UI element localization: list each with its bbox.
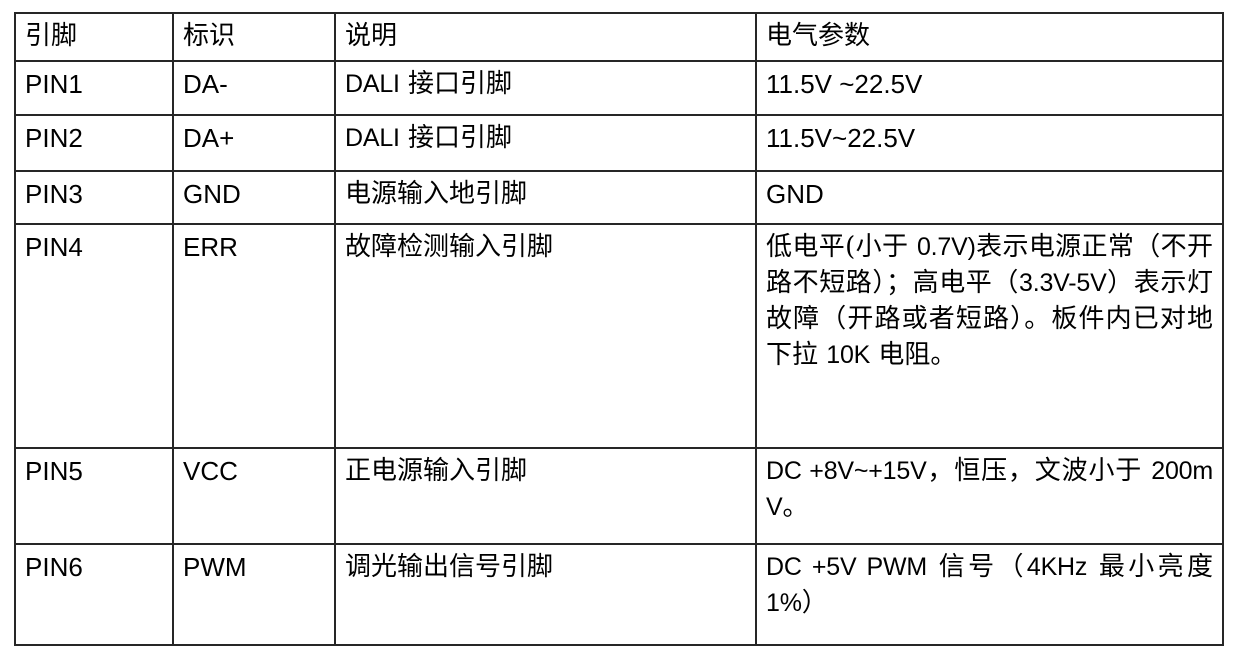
latin-run: DALI	[345, 124, 400, 152]
cell-desc: 电源输入地引脚	[334, 170, 757, 225]
cell-mark: PWM	[172, 543, 336, 646]
column-header-pin: 引脚	[14, 12, 174, 62]
cell-desc: DALI 接口引脚	[334, 114, 757, 172]
cell-elec: 11.5V~22.5V	[755, 114, 1224, 172]
latin-run: 3.3V-5V	[1019, 269, 1107, 297]
cell-desc: 故障检测输入引脚	[334, 223, 757, 449]
latin-run: 10K	[826, 341, 871, 369]
cell-mark: DA-	[172, 60, 336, 116]
latin-run: 1%	[766, 589, 802, 617]
latin-run: DC +5V PWM	[766, 553, 928, 581]
cell-elec: GND	[755, 170, 1224, 225]
cell-desc: 正电源输入引脚	[334, 447, 757, 545]
cell-elec-paragraph: 低电平(小于 0.7V)表示电源正常（不开路不短路）；高电平（3.3V-5V）表…	[766, 232, 1213, 370]
document-page: 引脚 标识 说明 电气参数 PIN1 DA- DALI 接口引脚 11.5V ~…	[14, 12, 1224, 646]
table-header: 引脚 标识 说明 电气参数	[14, 12, 1224, 62]
cell-pin: PIN6	[14, 543, 174, 646]
cell-mark: DA+	[172, 114, 336, 172]
pin-definition-table: 引脚 标识 说明 电气参数 PIN1 DA- DALI 接口引脚 11.5V ~…	[14, 12, 1224, 646]
latin-run: 0.7V)	[916, 233, 976, 261]
cell-pin: PIN5	[14, 447, 174, 545]
latin-run: DC +8V~+15V	[766, 457, 927, 485]
table-row: PIN6 PWM 调光输出信号引脚 DC +5V PWM 信号（4KHz 最小亮…	[14, 543, 1224, 646]
cell-desc: DALI 接口引脚	[334, 60, 757, 116]
cell-pin: PIN4	[14, 223, 174, 449]
cell-elec: DC +8V~+15V，恒压，文波小于 200mV。	[755, 447, 1224, 545]
cell-mark: VCC	[172, 447, 336, 545]
column-header-mark: 标识	[172, 12, 336, 62]
table-body: PIN1 DA- DALI 接口引脚 11.5V ~22.5V PIN2 DA+…	[14, 60, 1224, 646]
column-header-desc: 说明	[334, 12, 757, 62]
cell-mark: ERR	[172, 223, 336, 449]
table-row: PIN4 ERR 故障检测输入引脚 低电平(小于 0.7V)表示电源正常（不开路…	[14, 223, 1224, 449]
table-row: PIN5 VCC 正电源输入引脚 DC +8V~+15V，恒压，文波小于 200…	[14, 447, 1224, 545]
cell-pin: PIN2	[14, 114, 174, 172]
cell-elec: DC +5V PWM 信号（4KHz 最小亮度 1%）	[755, 543, 1224, 646]
table-row: PIN3 GND 电源输入地引脚 GND	[14, 170, 1224, 225]
table-header-row: 引脚 标识 说明 电气参数	[14, 12, 1224, 62]
cell-elec-paragraph: DC +8V~+15V，恒压，文波小于 200mV。	[766, 456, 1214, 522]
column-header-elec: 电气参数	[755, 12, 1224, 62]
cell-elec: 11.5V ~22.5V	[755, 60, 1224, 116]
table-row: PIN2 DA+ DALI 接口引脚 11.5V~22.5V	[14, 114, 1224, 172]
cell-elec-paragraph: DC +5V PWM 信号（4KHz 最小亮度 1%）	[766, 552, 1214, 618]
cell-pin: PIN3	[14, 170, 174, 225]
latin-run: 4KHz	[1026, 553, 1088, 581]
latin-run: DALI	[345, 70, 400, 98]
cell-elec: 低电平(小于 0.7V)表示电源正常（不开路不短路）；高电平（3.3V-5V）表…	[755, 223, 1224, 449]
cell-pin: PIN1	[14, 60, 174, 116]
table-row: PIN1 DA- DALI 接口引脚 11.5V ~22.5V	[14, 60, 1224, 116]
cell-desc: 调光输出信号引脚	[334, 543, 757, 646]
latin-run: 200mV	[766, 457, 1214, 521]
cell-mark: GND	[172, 170, 336, 225]
